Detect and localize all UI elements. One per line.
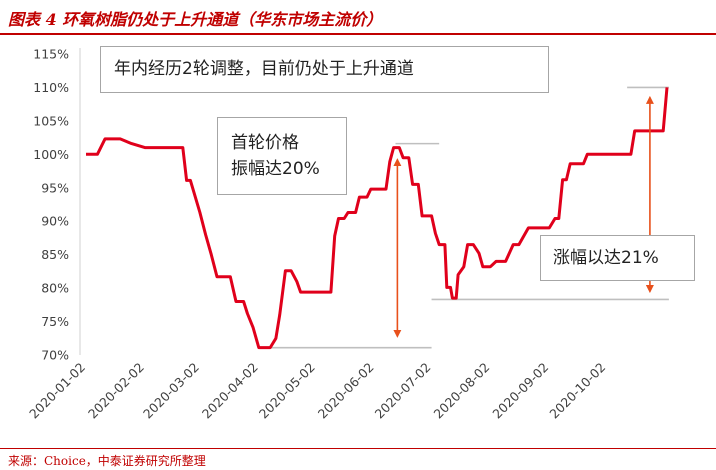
- y-tick-label: 95%: [41, 180, 69, 195]
- y-tick-label: 85%: [41, 247, 69, 262]
- reference-lines: [258, 86, 669, 349]
- x-tick-label: 2020-07-02: [372, 360, 434, 422]
- y-tick-label: 70%: [41, 348, 69, 363]
- source-note: 来源：Choice，中泰证券研究所整理: [8, 454, 206, 468]
- figure-title: 图表 4 环氧树脂仍处于上升通道（华东市场主流价）: [8, 10, 383, 29]
- price-series-line: [86, 87, 669, 350]
- x-tick-label: 2020-03-02: [140, 360, 202, 422]
- x-tick-label: 2020-02-02: [85, 360, 147, 422]
- x-tick-label: 2020-10-02: [546, 360, 608, 422]
- x-tick-label: 2020-04-02: [199, 360, 261, 422]
- y-tick-label: 100%: [33, 147, 69, 162]
- first-round-line1: 首轮价格: [231, 133, 299, 153]
- source-rule: [0, 448, 716, 449]
- first-round-annotation: 首轮价格 振幅达20%: [217, 117, 347, 195]
- y-tick-label: 90%: [41, 214, 69, 229]
- x-tick-label: 2020-06-02: [315, 360, 377, 422]
- y-tick-label: 105%: [33, 113, 69, 128]
- gain-annotation: 涨幅以达21%: [540, 235, 695, 281]
- x-tick-label: 2020-01-02: [26, 360, 88, 422]
- y-axis: 70% 75% 80% 85% 90% 95% 100% 105% 110% 115%: [33, 47, 81, 363]
- y-tick-label: 75%: [41, 314, 69, 329]
- annotation-arrows: [393, 95, 654, 338]
- x-tick-label: 2020-08-02: [431, 360, 493, 422]
- y-tick-label: 80%: [41, 281, 69, 296]
- y-tick-label: 115%: [33, 47, 69, 62]
- title-rule: [0, 33, 716, 35]
- main-annotation: 年内经历2轮调整，目前仍处于上升通道: [100, 46, 549, 93]
- first-round-line2: 振幅达20%: [231, 159, 320, 179]
- y-tick-label: 110%: [33, 80, 69, 95]
- x-tick-label: 2020-05-02: [256, 360, 318, 422]
- x-axis: 2020-01-022020-02-022020-03-022020-04-02…: [26, 360, 608, 422]
- x-tick-label: 2020-09-02: [489, 360, 551, 422]
- series-layer: [86, 87, 669, 350]
